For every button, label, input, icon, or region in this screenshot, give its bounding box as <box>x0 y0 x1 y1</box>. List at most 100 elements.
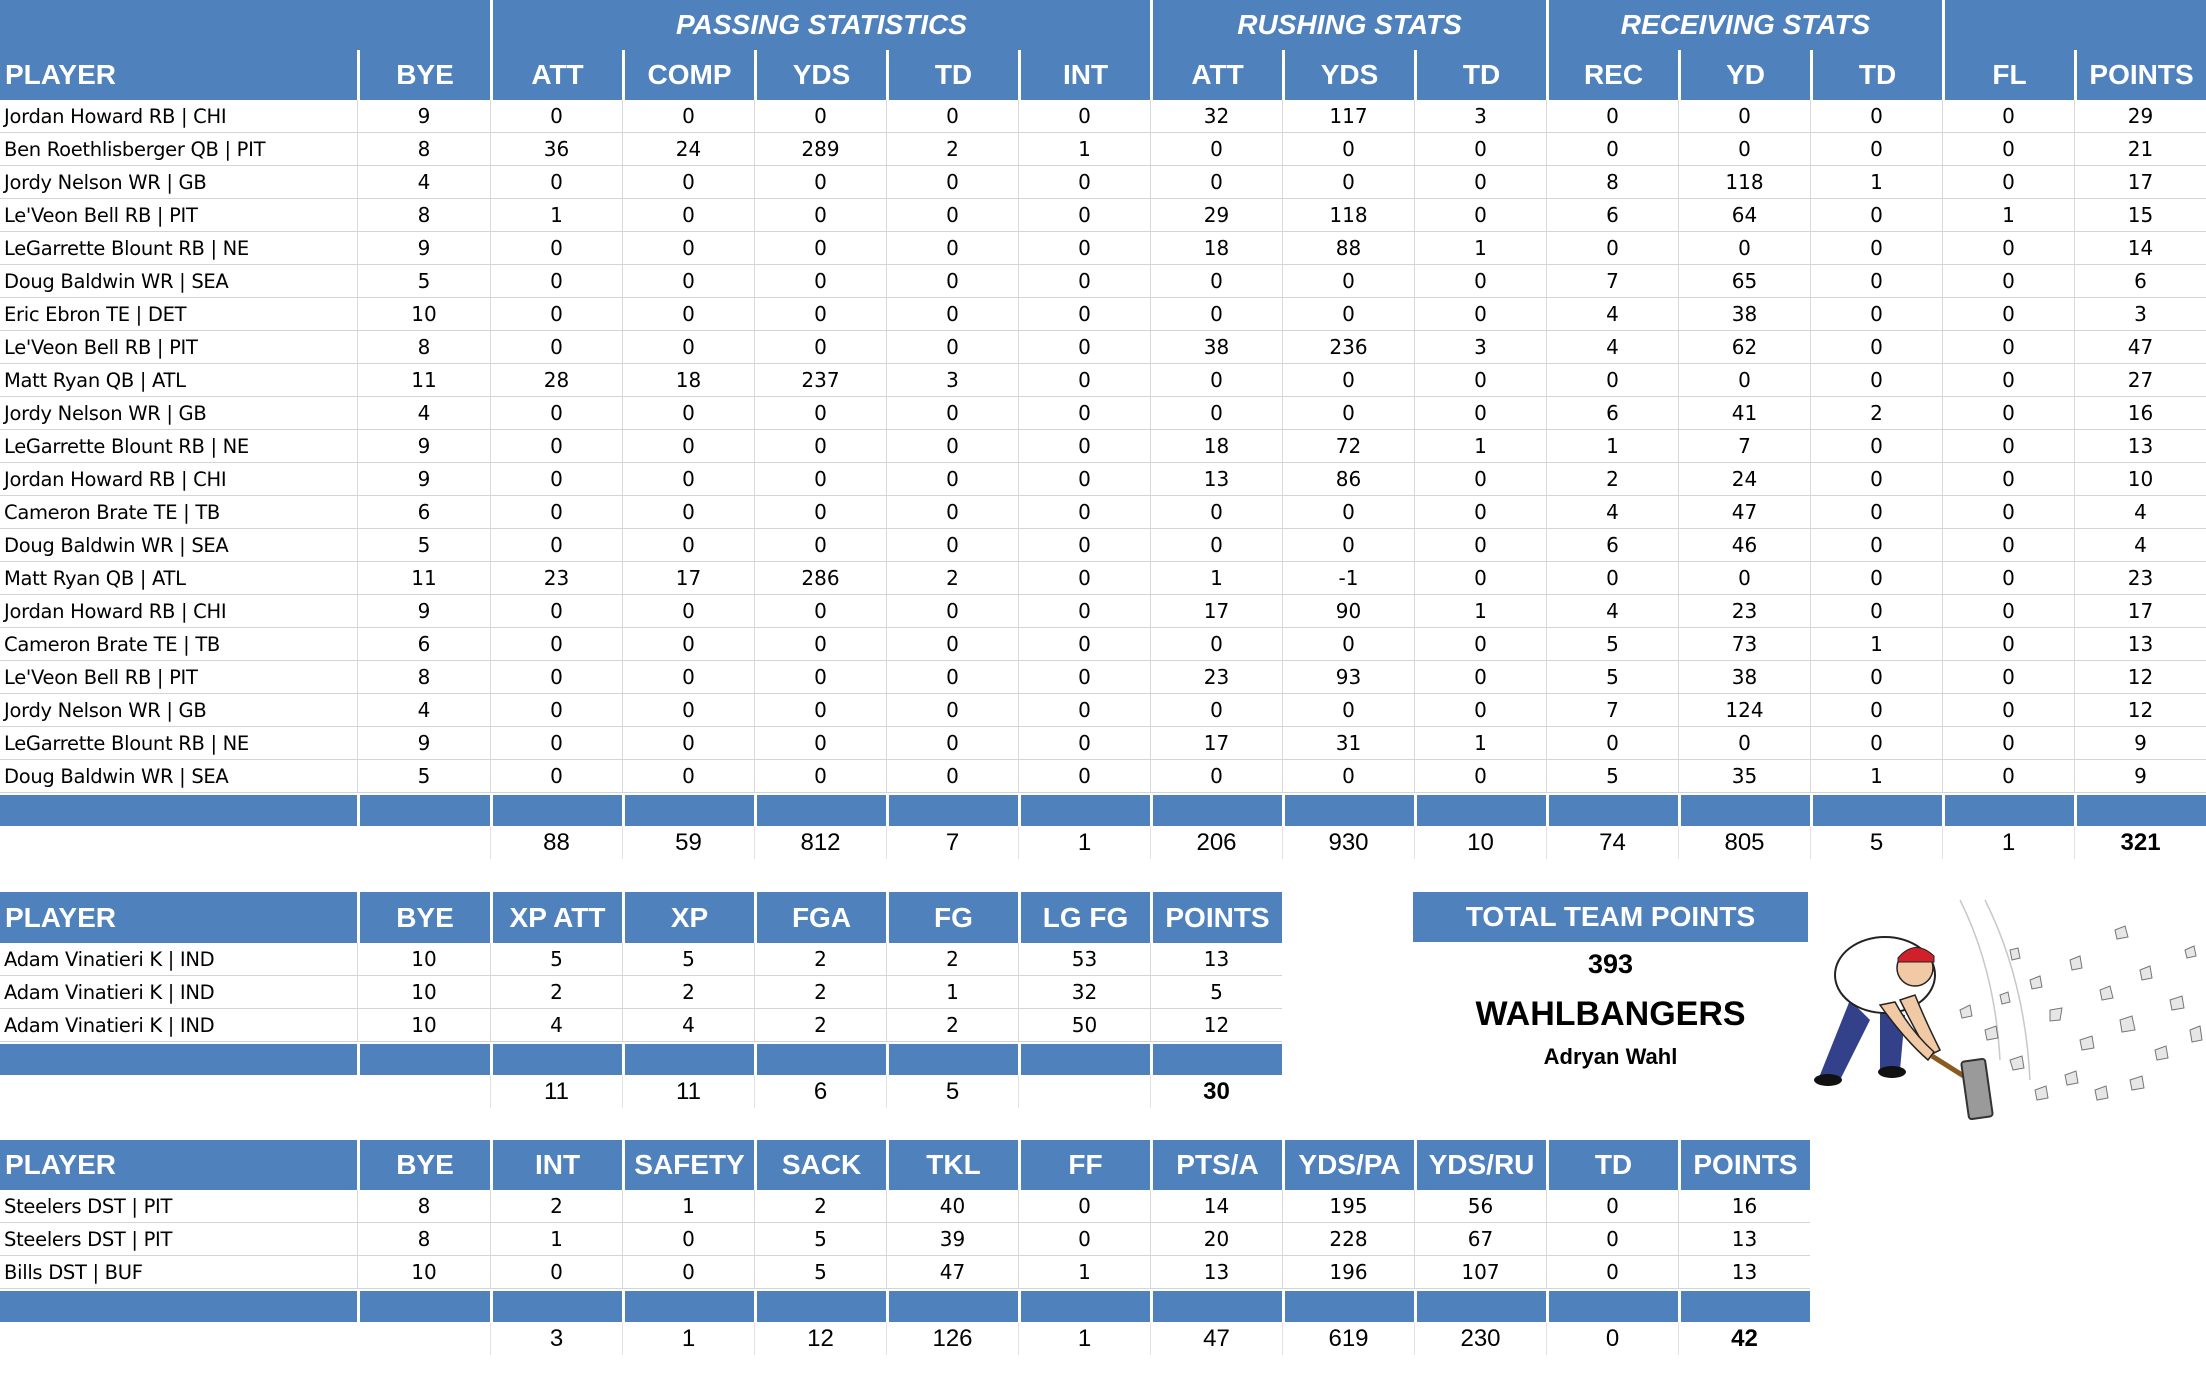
stat-cell: 14 <box>2074 232 2206 265</box>
stat-cell: 0 <box>754 166 886 199</box>
stat-cell: 289 <box>754 133 886 166</box>
separator-cell <box>886 1289 1018 1322</box>
total-cell: 47 <box>1150 1322 1282 1355</box>
stat-cell: 32 <box>1150 100 1283 133</box>
stat-cell: 1 <box>1150 562 1283 595</box>
stat-cell: 0 <box>1546 1190 1678 1223</box>
stat-cell: 0 <box>490 166 622 199</box>
stat-cell: 0 <box>1810 496 1943 529</box>
stat-cell: 0 <box>1810 298 1943 331</box>
stat-cell: 18 <box>1150 430 1283 463</box>
table-row: Ben Roethlisberger QB | PIT 8 36 24 289 2 1 0 0 0… <box>0 133 2206 166</box>
stat-cell: 0 <box>1546 232 1679 265</box>
player-name-cell: Jordan Howard RB | CHI <box>0 463 357 496</box>
table-row: Jordan Howard RB | CHI 9 0 0 0 0 0 32 117 3 0 0 0 0 29 <box>0 100 2206 133</box>
stat-cell: 0 <box>886 496 1018 529</box>
separator-cell <box>1150 1289 1282 1322</box>
stat-cell: 0 <box>1150 529 1283 562</box>
stat-cell: 0 <box>1150 298 1283 331</box>
player-name-cell: Jordy Nelson WR | GB <box>0 694 357 727</box>
stat-cell: 0 <box>1942 463 2075 496</box>
stat-cell: 13 <box>2074 430 2206 463</box>
stat-cell: 9 <box>357 430 490 463</box>
stat-cell: 0 <box>1810 694 1943 727</box>
stat-cell: 10 <box>357 298 490 331</box>
stat-cell: 0 <box>1546 364 1679 397</box>
stat-cell: 0 <box>886 331 1018 364</box>
separator-cell <box>0 793 357 826</box>
separator-cell <box>1150 1042 1282 1075</box>
stat-cell: 4 <box>357 397 490 430</box>
player-name-cell: Adam Vinatieri K | IND <box>0 1009 357 1042</box>
column-header-ff: FF <box>1018 1140 1150 1190</box>
stat-cell: 2 <box>1546 463 1679 496</box>
stat-cell: 62 <box>1678 331 1811 364</box>
separator-cell <box>490 793 622 826</box>
stat-cell: 0 <box>622 430 754 463</box>
stat-cell: 3 <box>1414 100 1547 133</box>
column-header-xp: XP <box>622 892 754 943</box>
stat-cell: 0 <box>622 595 754 628</box>
separator-cell <box>2074 793 2206 826</box>
stat-cell: 1 <box>490 1223 622 1256</box>
separator-cell <box>1414 793 1547 826</box>
stat-cell: 0 <box>1678 364 1811 397</box>
stat-cell: 0 <box>490 100 622 133</box>
column-header-yds-pa: YDS/PA <box>1282 1140 1414 1190</box>
separator-cell <box>1414 1289 1546 1322</box>
stat-cell: 0 <box>1018 529 1151 562</box>
stat-cell: 0 <box>1018 331 1151 364</box>
stat-cell: 0 <box>1150 265 1283 298</box>
stat-cell: 2 <box>886 133 1018 166</box>
stat-cell: 0 <box>1546 562 1679 595</box>
stat-cell: 0 <box>1018 298 1151 331</box>
stat-cell: 4 <box>357 166 490 199</box>
stat-cell: 0 <box>1942 298 2075 331</box>
stat-cell: 21 <box>2074 133 2206 166</box>
table-row: Adam Vinatieri K | IND 10 4 4 2 2 50 12 <box>0 1009 1282 1042</box>
column-header-yds-ru: YDS/RU <box>1414 1140 1546 1190</box>
stat-cell: 0 <box>754 430 886 463</box>
separator-bar <box>0 1042 1282 1075</box>
stat-cell: 0 <box>1942 265 2075 298</box>
stat-cell: 2 <box>886 562 1018 595</box>
stat-cell: 0 <box>1810 265 1943 298</box>
total-cell: 805 <box>1678 826 1810 859</box>
stat-cell: 0 <box>622 166 754 199</box>
stat-cell: 0 <box>1018 496 1151 529</box>
stat-cell: 90 <box>1282 595 1415 628</box>
stat-cell: 0 <box>886 100 1018 133</box>
separator-cell <box>754 1042 886 1075</box>
separator-cell <box>357 1042 490 1075</box>
stat-cell: 13 <box>1678 1256 1810 1289</box>
separator-cell <box>1018 1289 1150 1322</box>
table-row: Matt Ryan QB | ATL 11 28 18 237 3 0 0 0 0 0 0 0 0 27 <box>0 364 2206 397</box>
stat-cell: 1 <box>1810 166 1943 199</box>
stat-cell: 0 <box>1414 166 1547 199</box>
total-cell: 619 <box>1282 1322 1414 1355</box>
separator-bar <box>0 1289 1810 1322</box>
stat-cell: 0 <box>1942 364 2075 397</box>
stat-cell: 5 <box>1546 760 1679 793</box>
stat-cell: 1 <box>490 199 622 232</box>
stat-cell: 9 <box>357 727 490 760</box>
stat-cell: 0 <box>1414 562 1547 595</box>
stat-cell: 0 <box>1942 331 2075 364</box>
stat-cell: 7 <box>1678 430 1811 463</box>
separator-cell <box>490 1042 622 1075</box>
player-name-cell: Steelers DST | PIT <box>0 1190 357 1223</box>
stat-cell: 0 <box>1942 661 2075 694</box>
stat-cell: 38 <box>1678 661 1811 694</box>
player-name-cell: Doug Baldwin WR | SEA <box>0 265 357 298</box>
column-header-bye: BYE <box>357 1140 490 1190</box>
stat-cell: 0 <box>490 331 622 364</box>
total-cell: 1 <box>1018 826 1150 859</box>
stat-cell: 0 <box>1942 760 2075 793</box>
total-cell: 1 <box>1018 1322 1150 1355</box>
table-row: LeGarrette Blount RB | NE 9 0 0 0 0 0 18 72 1 1 7 0 0… <box>0 430 2206 463</box>
stat-cell: 0 <box>1678 100 1811 133</box>
stat-cell: 0 <box>754 694 886 727</box>
stat-cell: 65 <box>1678 265 1811 298</box>
stat-cell: 13 <box>1150 1256 1282 1289</box>
stat-cell: 50 <box>1018 1009 1150 1042</box>
